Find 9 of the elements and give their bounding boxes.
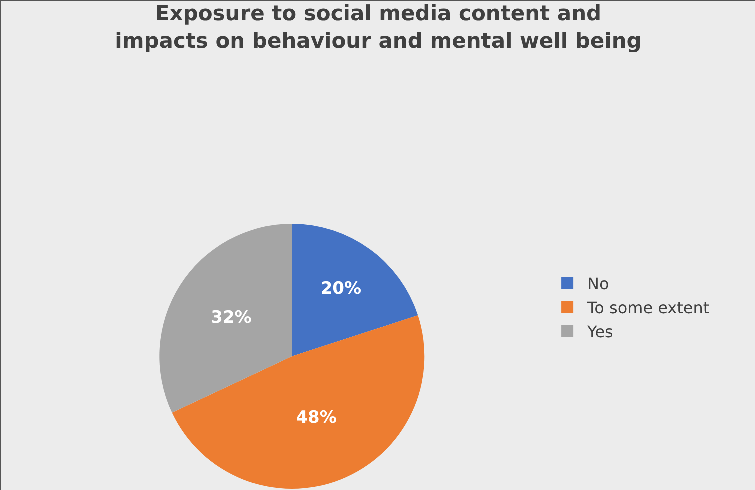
legend-label: Yes xyxy=(586,322,614,342)
legend-label: To some extent xyxy=(586,298,710,318)
pie-slice xyxy=(160,224,292,413)
data-label: 48% xyxy=(296,408,337,428)
data-label: 32% xyxy=(211,308,252,328)
data-label: 20% xyxy=(320,278,362,299)
pie-slice xyxy=(292,224,418,357)
chart-title: Exposure to social media content and impacts on behaviour and mental well being xyxy=(115,2,642,53)
legend-label: No xyxy=(588,274,610,294)
